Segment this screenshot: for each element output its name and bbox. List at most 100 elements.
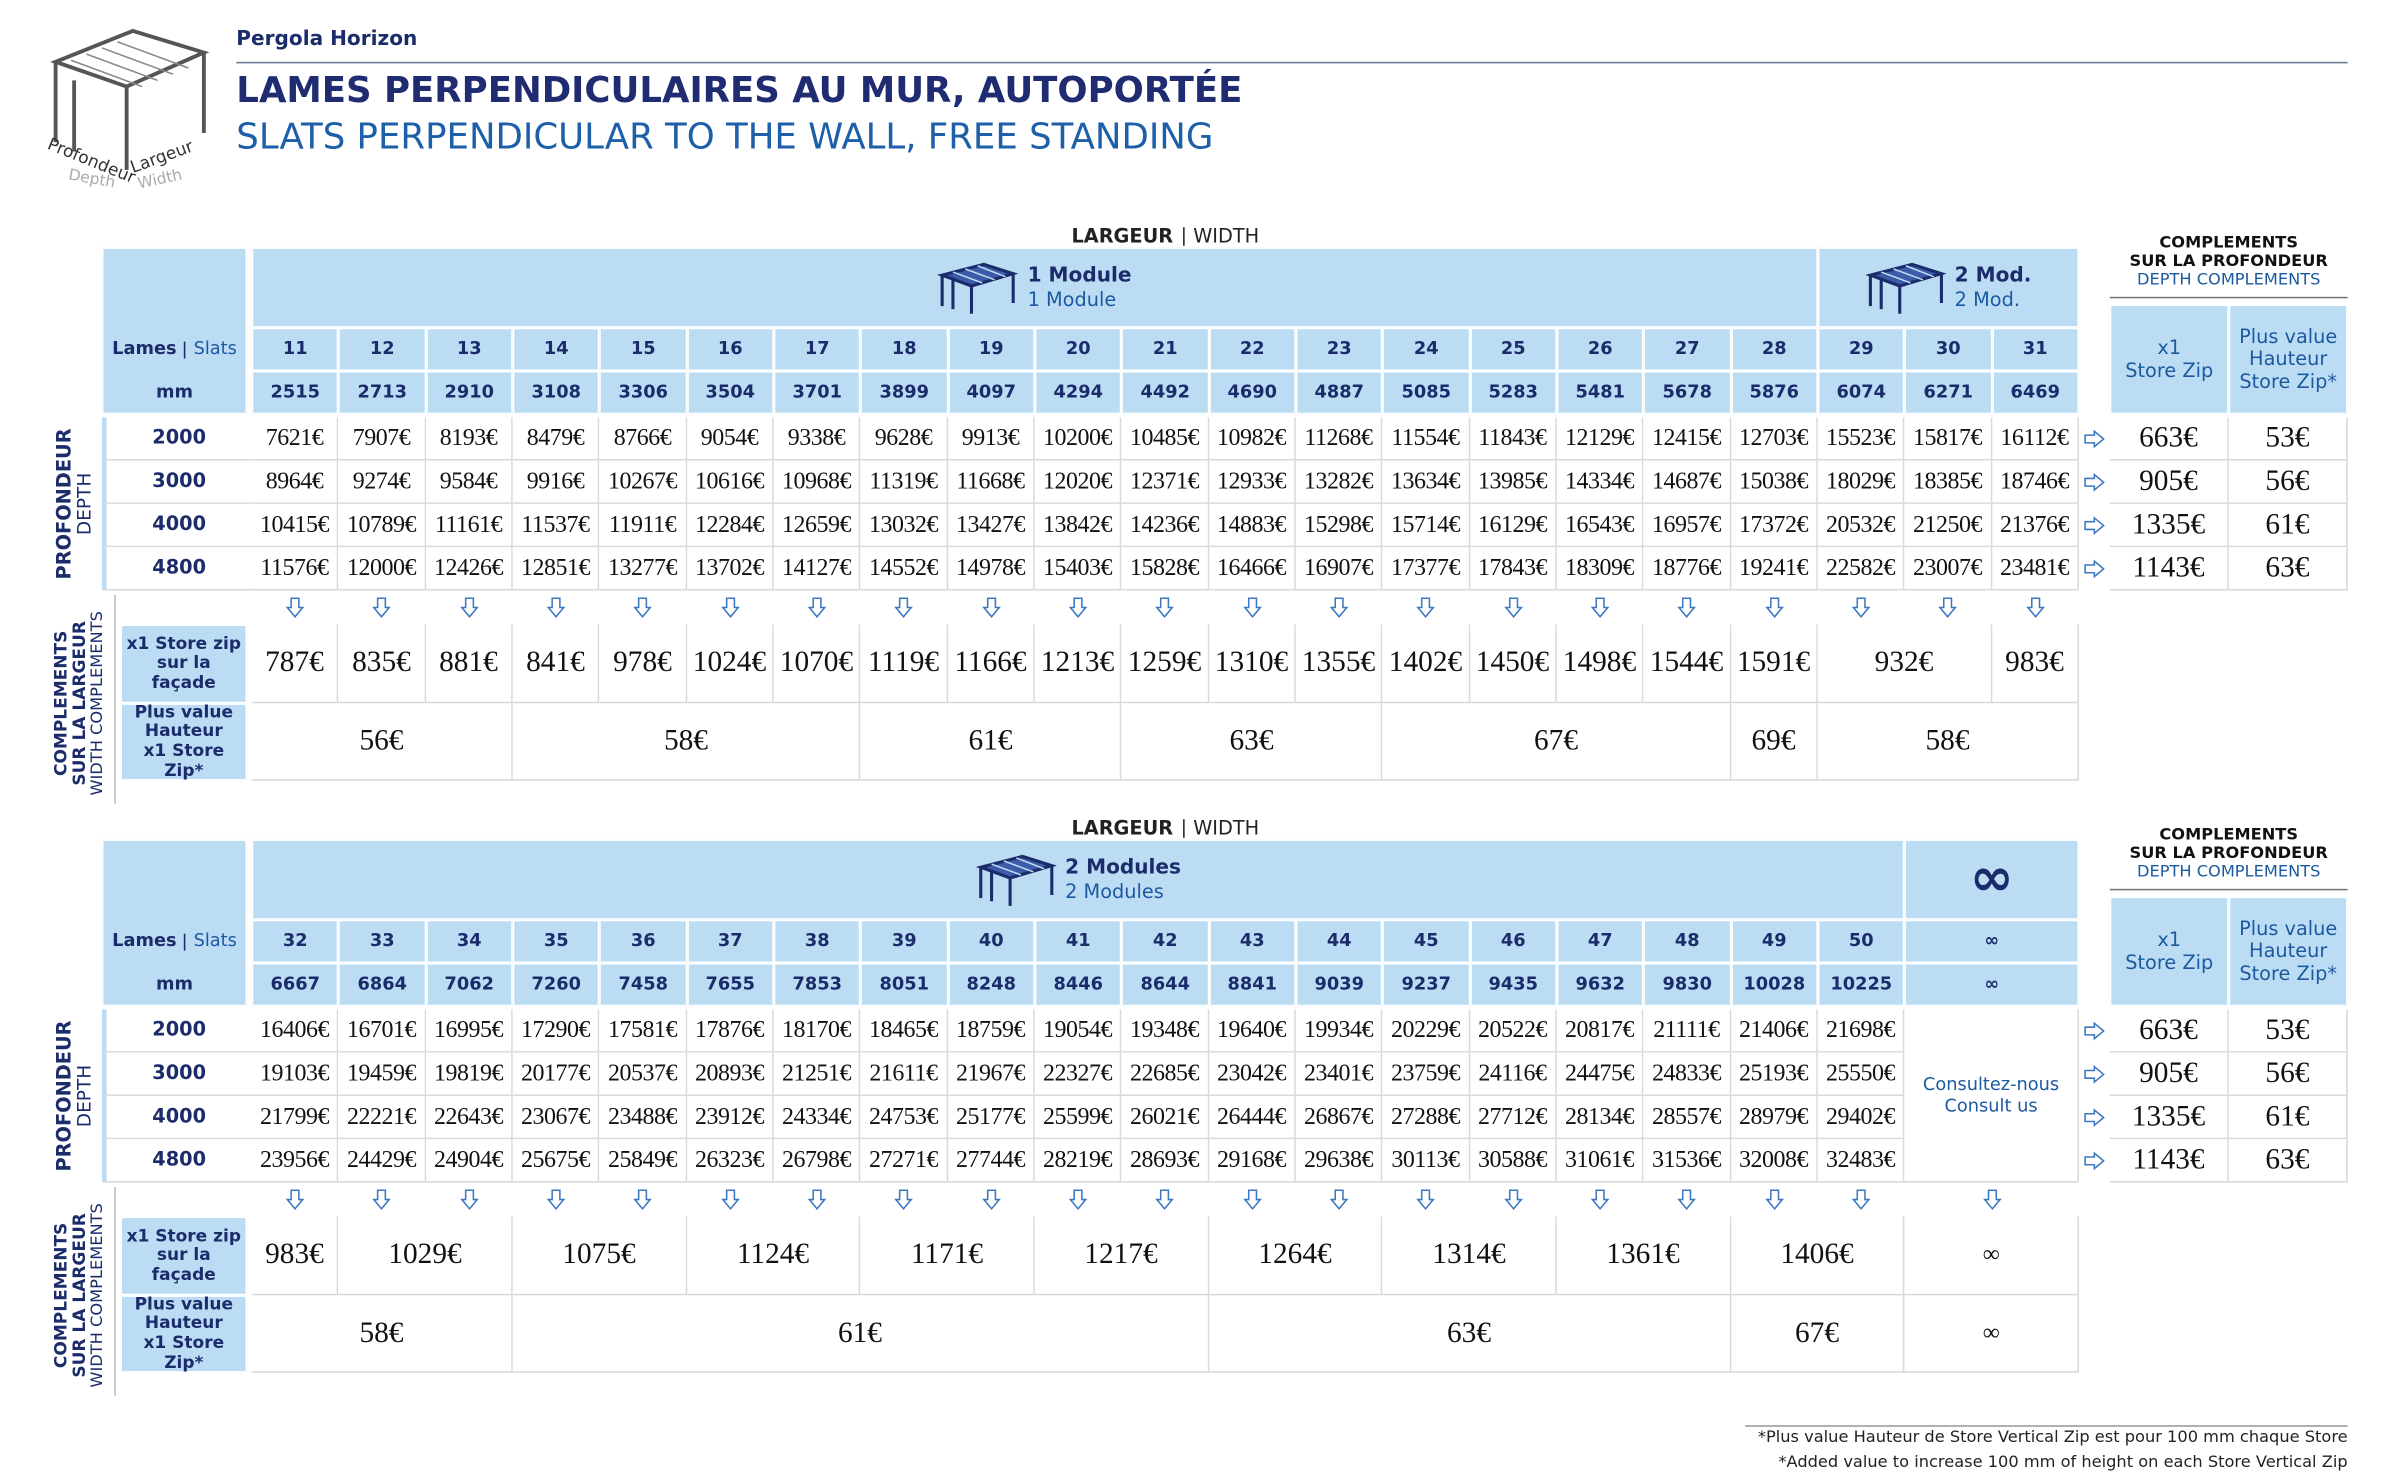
slats-header: Lames Slats [102,328,247,371]
price-cell-text: 27288€ [1390,1103,1461,1130]
price-cell: 27271€ [860,1139,948,1183]
width-plus-cell: 67€ [1382,703,1731,781]
slats-cell: 42 [1121,919,1209,964]
mm-cell: 7062 [425,963,513,1007]
price-cell: 10616€ [686,460,774,504]
slats-cell: 19 [947,327,1035,371]
footnote: *Added value to increase 100 mm of heigh… [1778,1453,2348,1472]
price-cell: 22685€ [1121,1052,1209,1096]
price-cell: 13427€ [947,503,1035,548]
width-zip-cell-text: 1355€ [1301,646,1376,679]
price-cell-text: 11576€ [260,554,329,581]
price-cell-text: 10789€ [346,511,417,538]
price-cell-text: 29638€ [1303,1146,1374,1173]
price-cell: 25849€ [599,1139,687,1183]
price-cell-text: 18759€ [955,1016,1026,1043]
price-cell-text: 25177€ [955,1103,1026,1130]
price-cell: 16466€ [1208,547,1296,591]
price-cell-text: 13985€ [1477,467,1548,495]
price-cell-text: 14334€ [1564,467,1635,495]
depth-plus-cell: 53€ [2228,417,2348,461]
price-cell: 22221€ [338,1095,426,1140]
width-zip-cell-text: 787€ [265,646,324,679]
arrow-right [2084,1021,2105,1041]
width-side-en: WIDTH COMPLEMENTS [88,1203,108,1388]
price-cell: 16995€ [425,1009,513,1053]
price-cell: 19054€ [1034,1009,1122,1053]
plus-label-text: Plus value [134,701,233,722]
price-cell-text: 23007€ [1912,554,1983,581]
price-cell-text: 13282€ [1303,467,1374,495]
width-zip-cell-text: 1217€ [1084,1238,1158,1271]
depth-comp-title-fr: SUR LA PROFONDEUR [2129,844,2328,863]
slats-cell-text: 34 [456,929,482,952]
mm-cell-text: 9237 [1401,972,1451,995]
mm-cell-text: 2910 [444,380,494,403]
price-cell-text: 24475€ [1564,1059,1635,1087]
price-cell-text: 11268€ [1304,424,1373,451]
slats-cell: 41 [1034,919,1122,964]
price-cell-text: 16129€ [1477,511,1548,538]
slats-cell-text: 44 [1326,929,1352,952]
mm-cell: 9237 [1382,963,1470,1007]
price-cell: 28134€ [1556,1095,1644,1140]
arrow-down [1068,1189,1088,1211]
price-cell-text: 11319€ [869,467,938,495]
width-zip-cell-text: 983€ [2005,646,2064,679]
price-cell: 18465€ [860,1009,948,1053]
mm-header-text: mm [156,380,194,403]
plus-label-text: Plus value [134,1293,233,1314]
price-cell: 8766€ [599,417,687,461]
module-text: 1 Module 1 Module [1028,264,1132,311]
price-cell: 8193€ [425,417,513,461]
mm-cell-text: 9039 [1314,972,1364,995]
mm-cell: 7655 [686,963,774,1007]
slats-cell-text: 13 [456,337,482,360]
depth-zip-cell: 1143€ [2109,547,2229,591]
arrow-down [1678,597,1697,618]
arrow-down [1938,597,1958,618]
price-cell: 32008€ [1730,1139,1818,1183]
price-cell-text: 29168€ [1216,1146,1287,1173]
mm-cell: 8644 [1121,963,1209,1007]
plus-cell-text: ∞ [1982,1319,2000,1346]
price-cell: 18776€ [1643,547,1731,591]
slats-cell: 30 [1904,327,1992,371]
mm-cell-text: 7260 [531,972,581,995]
mm-cell: 7260 [512,963,600,1007]
price-cell-text: 21698€ [1825,1016,1896,1043]
plus-label-text: x1 Store Zip* [143,740,225,781]
depth-plus-cell-text: 56€ [2265,464,2310,498]
slats-cell: 29 [1817,327,1905,371]
slats-cell-text: 41 [1065,929,1091,952]
depth-plus-cell-text: 53€ [2265,1013,2310,1046]
mm-cell: 9435 [1469,963,1557,1007]
width-zip-cell: 1119€ [860,624,948,704]
price-cell-text: 20229€ [1390,1016,1461,1043]
arrow-down [1242,597,1262,618]
depth-plus-cell-text: 63€ [2265,1143,2310,1176]
price-cell: 25177€ [947,1095,1035,1140]
price-cell-text: 18746€ [1999,467,2070,495]
depth-plus-header: Plus value Hauteur Store Zip* [2228,896,2348,1007]
module-name: 1 Module [1027,263,1132,288]
depth-cell-text: 4800 [152,1147,207,1171]
price-cell: 26444€ [1208,1095,1296,1140]
mm-cell-text: 6864 [357,972,407,995]
price-cell: 22582€ [1817,547,1905,591]
arrow-down [1765,597,1784,618]
module-icon [938,262,1019,314]
width-zip-cell: 1450€ [1469,624,1557,704]
width-plus-cell: 61€ [512,1295,1209,1373]
depth-plus-cell-text: 53€ [2265,421,2310,454]
price-cell: 16129€ [1469,503,1557,548]
module-icon [1865,262,1946,314]
slats-cell-text: 19 [978,337,1004,360]
width-zip-cell-text: 841€ [526,646,585,679]
arrow-right [2084,559,2105,579]
width-zip-cell: 1264€ [1208,1216,1383,1296]
module-name: 2 Mod. [1954,263,2032,288]
price-cell: 20522€ [1469,1009,1557,1053]
depth-cell: 4000 [101,1095,252,1140]
price-cell-text: 9916€ [526,467,585,495]
